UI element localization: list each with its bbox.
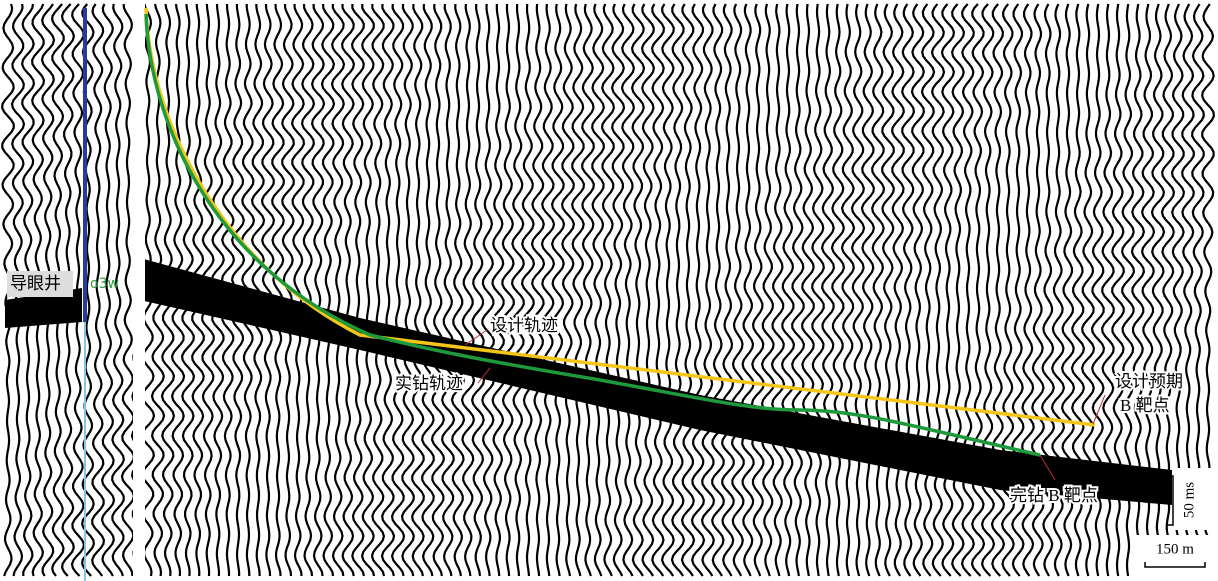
final-target-label: 完钻 B 靶点 bbox=[1010, 486, 1098, 505]
design-track-label: 设计轨迹 bbox=[490, 316, 558, 335]
trace-gap bbox=[133, 0, 145, 581]
design-target-label: B 靶点 bbox=[1120, 396, 1170, 415]
vertical-scale-label: 50 ms bbox=[1181, 482, 1197, 518]
seismic-section: 导眼井 o3w 设计轨迹 实钻轨迹 设计预期 B 靶点 完钻 B 靶点 50 m… bbox=[0, 0, 1218, 581]
well-tag: o3w bbox=[90, 276, 119, 292]
actual-track-label: 实钻轨迹 bbox=[395, 374, 463, 393]
horizontal-scale-label: 150 m bbox=[1156, 541, 1194, 557]
design-target-label: 设计预期 bbox=[1115, 372, 1183, 391]
pilot-well-label: 导眼井 bbox=[10, 274, 61, 293]
